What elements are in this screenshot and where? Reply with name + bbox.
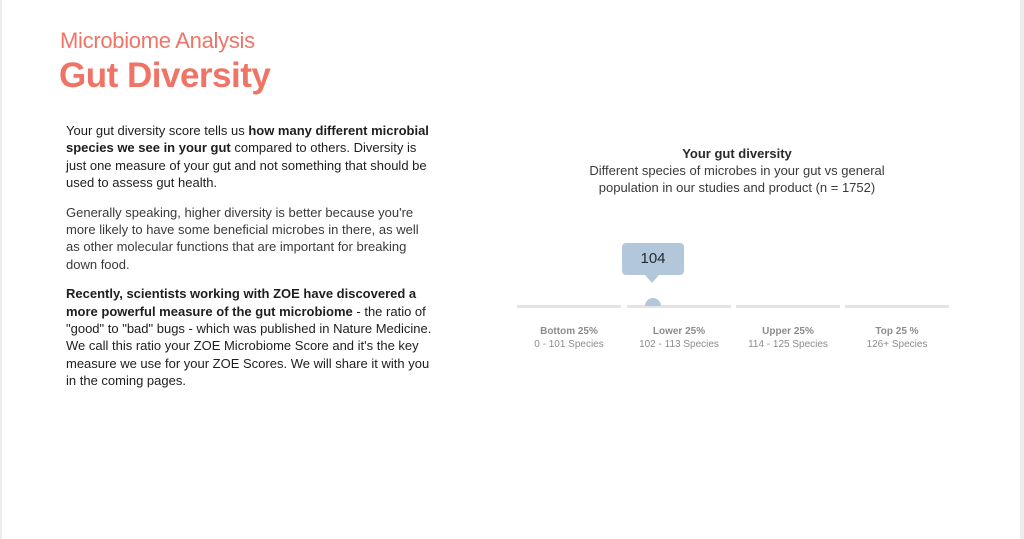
segment-name: Bottom 25% [540, 326, 598, 337]
score-marker-value: 104 [622, 243, 684, 275]
gauge-title: Your gut diversity [682, 146, 792, 161]
segment-label-lower: Lower 25% 102 - 113 Species [624, 325, 734, 351]
page-title: Gut Diversity [59, 56, 271, 95]
segment-name: Lower 25% [652, 326, 706, 337]
score-marker-dot [645, 298, 661, 306]
segment-label-bottom: Bottom 25% 0 - 101 Species [514, 325, 624, 351]
segment-name: Top 25 % [875, 326, 919, 337]
p1-run-1: Your gut diversity score tells us [66, 123, 249, 138]
p1-run-3: compared to others. Diversity is just on… [66, 140, 427, 191]
gauge-segment-upper [736, 305, 840, 308]
page-subtitle: Microbiome Analysis [60, 28, 255, 53]
segment-label-top: Top 25 % 126+ Species [842, 325, 952, 351]
score-marker-pointer [645, 275, 659, 283]
segment-name: Upper 25% [762, 326, 814, 337]
body-text: Your gut diversity score tells us how ma… [66, 122, 432, 402]
p3-run-1: Recently, scientists working with ZOE ha… [66, 286, 417, 319]
gauge-segment-bottom [517, 305, 621, 308]
segment-label-upper: Upper 25% 114 - 125 Species [733, 325, 843, 351]
paragraph-3: Recently, scientists working with ZOE ha… [66, 285, 432, 389]
paragraph-1: Your gut diversity score tells us how ma… [66, 122, 432, 192]
segment-range: 126+ Species [866, 339, 928, 350]
gauge-header: Your gut diversity Different species of … [562, 145, 912, 196]
gauge-segment-lower [627, 305, 731, 308]
paragraph-2: Generally speaking, higher diversity is … [66, 204, 419, 272]
segment-range: 0 - 101 Species [534, 339, 604, 350]
gauge-description: Different species of microbes in your gu… [589, 163, 885, 195]
p1-run-2: how many different microbial species we … [66, 123, 429, 156]
gauge-segment-top [845, 305, 949, 308]
segment-range: 114 - 125 Species [748, 339, 828, 350]
p3-run-2: - the ratio of "good" to "bad" bugs - wh… [66, 303, 432, 389]
segment-range: 102 - 113 Species [639, 339, 719, 350]
